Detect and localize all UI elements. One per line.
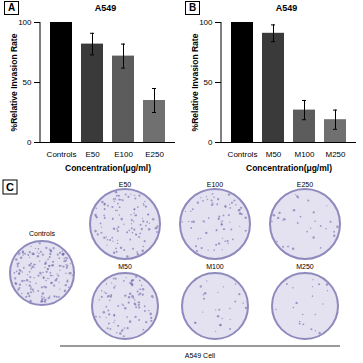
- svg-text:A549 Cell: A549 Cell: [185, 352, 216, 359]
- svg-text:100: 100: [199, 18, 213, 27]
- svg-text:50: 50: [204, 78, 213, 87]
- svg-text:M100: M100: [206, 263, 224, 270]
- svg-text:Controls: Controls: [228, 150, 258, 159]
- svg-text:50: 50: [23, 78, 32, 87]
- svg-text:%Relative Invasion Rate: %Relative Invasion Rate: [9, 33, 19, 131]
- svg-text:M100: M100: [294, 150, 315, 159]
- svg-text:M50: M50: [266, 150, 282, 159]
- svg-text:E250: E250: [145, 150, 164, 159]
- svg-text:M250: M250: [296, 263, 314, 270]
- svg-text:E50: E50: [85, 150, 100, 159]
- svg-text:M50: M50: [118, 263, 132, 270]
- svg-text:Controls: Controls: [47, 150, 77, 159]
- svg-text:%Relative Invasion Rate: %Relative Invasion Rate: [190, 33, 200, 131]
- svg-text:E100: E100: [114, 150, 133, 159]
- svg-text:100: 100: [18, 18, 32, 27]
- html-text:A549: A549: [275, 3, 298, 13]
- html-text:A549: A549: [94, 3, 117, 13]
- svg-text:Controls: Controls: [29, 230, 56, 237]
- svg-text:E50: E50: [119, 181, 132, 188]
- svg-text:M250: M250: [325, 150, 346, 159]
- svg-text:Concentration(μg/ml): Concentration(μg/ml): [65, 163, 151, 173]
- svg-text:0: 0: [208, 138, 213, 147]
- svg-text:E250: E250: [297, 181, 313, 188]
- svg-text:0: 0: [27, 138, 32, 147]
- svg-text:Concentration(μg/ml): Concentration(μg/ml): [246, 163, 332, 173]
- html-text:B: B: [189, 2, 197, 13]
- svg-text:C: C: [6, 181, 14, 193]
- html-text:A: A: [8, 2, 16, 13]
- svg-text:E100: E100: [207, 181, 223, 188]
